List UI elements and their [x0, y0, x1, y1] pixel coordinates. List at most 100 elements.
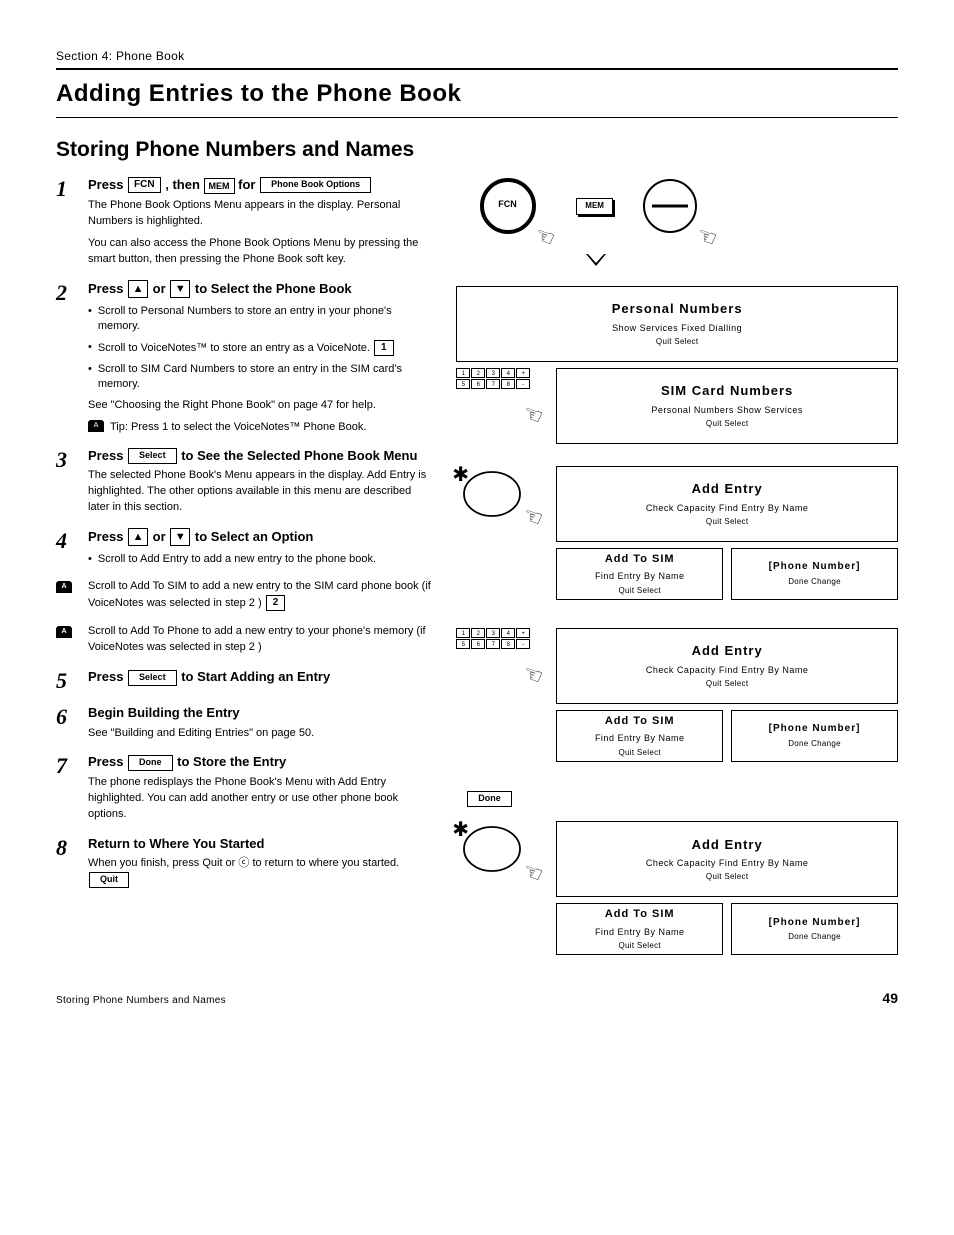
lcd-hint: Quit Select	[567, 872, 887, 883]
step-text: Scroll to Add To SIM to add a new entry …	[88, 579, 432, 612]
lcd-screen: Personal Numbers Show Services Fixed Dia…	[456, 286, 898, 362]
lcd-sub: Find Entry By Name	[567, 570, 712, 582]
step-text: The phone redisplays the Phone Book's Me…	[88, 775, 432, 823]
key-done: Done	[467, 791, 512, 807]
key-2: 2	[266, 595, 286, 611]
tip-icon: A	[56, 581, 72, 593]
step-text: Scroll to Add To Phone to add a new entr…	[88, 624, 432, 656]
bullet-text: Scroll to VoiceNotes™ to store an entry …	[98, 342, 370, 354]
lcd-title: Add Entry	[567, 836, 887, 854]
smart-ring-icon: ✱ ☞	[456, 821, 548, 885]
key-done: Done	[128, 755, 173, 771]
tip-icon: A	[88, 420, 104, 432]
lcd-title: Add To SIM	[567, 552, 712, 567]
step-head-text: , then	[165, 177, 203, 192]
lcd-screen: Add Entry Check Capacity Find Entry By N…	[556, 466, 898, 542]
section-heading: Storing Phone Numbers and Names	[56, 136, 898, 164]
step-text: See "Choosing the Right Phone Book" on p…	[88, 398, 432, 414]
step-text: See "Building and Editing Entries" on pa…	[88, 726, 432, 742]
step-text: When you finish, press Quit or ⓒ to retu…	[88, 856, 432, 889]
sub-marker: A	[56, 579, 78, 612]
lcd-title: Personal Numbers	[467, 300, 887, 318]
step-4: 4 Press ▲ or ▼ to Select an Option •Scro…	[56, 528, 432, 567]
lcd-screen: Add To SIM Find Entry By Name Quit Selec…	[556, 903, 723, 955]
step-head: Press Select to Start Adding an Entry	[88, 668, 432, 686]
step-head-text: or	[153, 281, 170, 296]
step-5: 5 Press Select to Start Adding an Entry	[56, 668, 432, 692]
tip: A Tip: Press 1 to select the VoiceNotes™…	[88, 420, 432, 435]
hand-icon: ☞	[518, 398, 547, 433]
step-text: You can also access the Phone Book Optio…	[88, 236, 432, 268]
key-down: ▼	[170, 528, 190, 546]
step-number: 8	[56, 835, 78, 889]
fcn-label: FCN	[498, 198, 517, 210]
step-number: 6	[56, 704, 78, 741]
smart-ring-icon: ✱ ☞	[456, 466, 548, 530]
step-text: The selected Phone Book's Menu appears i…	[88, 468, 432, 516]
step-head: Press Done to Store the Entry	[88, 753, 432, 771]
keypad-icon: 1234+ 5678- ☞	[456, 628, 548, 688]
lcd-screen: Add To SIM Find Entry By Name Quit Selec…	[556, 710, 723, 762]
step-head-text: to Start Adding an Entry	[181, 669, 330, 684]
lcd-sub: Check Capacity Find Entry By Name	[567, 502, 887, 514]
lcd-pair: Add To SIM Find Entry By Name Quit Selec…	[556, 548, 898, 606]
keypad-row-2: 1234+ 5678- ☞ Add Entry Check Capacity F…	[456, 628, 898, 780]
lcd-title: SIM Card Numbers	[567, 382, 887, 400]
lcd-hint: Quit Select	[567, 941, 712, 952]
step-number: 5	[56, 668, 78, 692]
bullet: • Scroll to VoiceNotes™ to store an entr…	[88, 340, 432, 356]
illustration-column: ☞ FCN MEM ☞ Personal Numbers Show Servic…	[456, 176, 898, 984]
tip-icon: A	[56, 626, 72, 638]
step-number: 7	[56, 753, 78, 822]
mem-key-icon: MEM	[576, 198, 613, 215]
smart-button-icon: ☞	[638, 176, 710, 248]
bullet: •Scroll to Personal Numbers to store an …	[88, 304, 432, 334]
step-7: 7 Press Done to Store the Entry The phon…	[56, 753, 432, 822]
lcd-hint: Quit Select	[567, 679, 887, 690]
hand-icon: ☞	[518, 658, 547, 693]
step-sub-a: A Scroll to Add To SIM to add a new entr…	[56, 579, 432, 612]
lcd-hint: Quit Select	[567, 517, 887, 528]
key-down: ▼	[170, 280, 190, 298]
key-1: 1	[374, 340, 394, 356]
step-head: Press ▲ or ▼ to Select the Phone Book	[88, 280, 432, 299]
key-select: Select	[128, 448, 177, 464]
lcd-screen: [Phone Number] Done Change	[731, 548, 898, 600]
lcd-title: Add Entry	[567, 480, 887, 498]
lcd-title: [Phone Number]	[742, 722, 887, 736]
step-1: 1 Press FCN , then MEM for Phone Book Op…	[56, 176, 432, 268]
light-icon: ✱	[452, 462, 469, 489]
lcd-sub: Check Capacity Find Entry By Name	[567, 857, 887, 869]
lcd-pair: Add To SIM Find Entry By Name Quit Selec…	[556, 710, 898, 768]
lcd-hint: Quit Select	[467, 337, 887, 348]
step-6: 6 Begin Building the Entry See "Building…	[56, 704, 432, 741]
step-head: Press FCN , then MEM for Phone Book Opti…	[88, 176, 432, 194]
section-label: Section 4: Phone Book	[56, 48, 898, 64]
key-up: ▲	[128, 528, 148, 546]
lcd-sub: Check Capacity Find Entry By Name	[567, 664, 887, 676]
step-head-text: to Select the Phone Book	[195, 281, 352, 296]
page-number: 49	[882, 989, 898, 1008]
lcd-hint: Done Change	[742, 739, 887, 750]
lcd-title: [Phone Number]	[742, 560, 887, 574]
step-sub-a2: A Scroll to Add To Phone to add a new en…	[56, 624, 432, 656]
step-number: 4	[56, 528, 78, 567]
step-head-text: to Select an Option	[195, 529, 313, 544]
lcd-sub: Find Entry By Name	[567, 732, 712, 744]
bullet: •Scroll to Add Entry to add a new entry …	[88, 552, 432, 567]
lcd-hint: Done Change	[742, 932, 887, 943]
step-head-text: to Store the Entry	[177, 754, 286, 769]
light-icon: ✱	[452, 817, 469, 844]
top-buttons: ☞ FCN MEM ☞	[456, 176, 898, 286]
keypad-row: 1234+ 5678- ☞ SIM Card Numbers Personal …	[456, 368, 898, 450]
key-quit: Quit	[89, 872, 129, 888]
step-number: 3	[56, 447, 78, 516]
step-head-text: or	[153, 529, 170, 544]
lcd-screen: [Phone Number] Done Change	[731, 903, 898, 955]
step-2: 2 Press ▲ or ▼ to Select the Phone Book …	[56, 280, 432, 435]
step-head: Press ▲ or ▼ to Select an Option	[88, 528, 432, 547]
lcd-hint: Quit Select	[567, 586, 712, 597]
lcd-screen: Add To SIM Find Entry By Name Quit Selec…	[556, 548, 723, 600]
lcd-screen: SIM Card Numbers Personal Numbers Show S…	[556, 368, 898, 444]
step-head-text: Press	[88, 448, 127, 463]
